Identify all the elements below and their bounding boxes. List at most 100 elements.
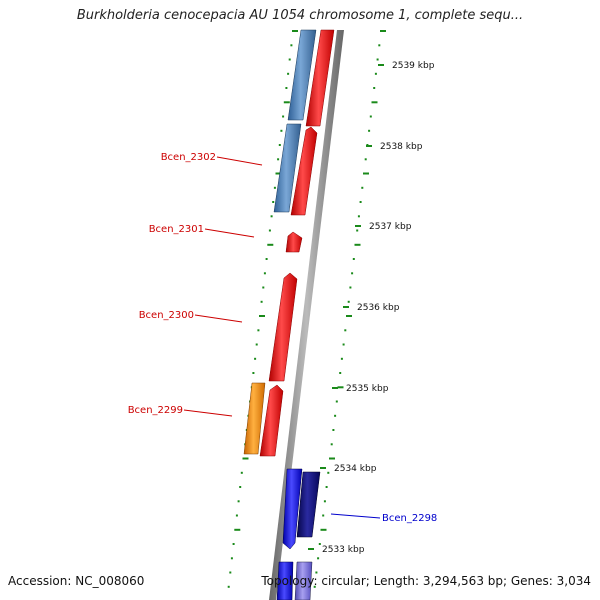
gc-dot <box>237 500 240 503</box>
gc-dot <box>369 115 372 118</box>
kbp-tick-mark <box>355 225 361 227</box>
gc-dot <box>374 72 377 75</box>
gc-dot <box>272 201 275 203</box>
gc-dot <box>339 372 342 374</box>
gc-dot <box>373 87 376 89</box>
gc-dot <box>352 258 355 260</box>
gc-dot <box>260 300 263 303</box>
gc-dot <box>354 243 361 246</box>
gene-feature-bottom-blue[interactable] <box>276 561 294 600</box>
kbp-tick-mark <box>343 306 349 308</box>
kbp-tick-mark <box>332 387 338 389</box>
gc-dot <box>275 172 282 175</box>
gc-dot <box>235 514 238 517</box>
gc-dot <box>329 457 335 460</box>
gc-dot <box>340 357 343 360</box>
kbp-tick-mark <box>308 548 314 550</box>
gc-dot <box>268 229 271 232</box>
gene-feature-bcen-2300[interactable] <box>268 272 298 382</box>
gene-label-leader <box>216 156 263 166</box>
gene-label-bcen-2301[interactable]: Bcen_2301 <box>149 224 204 235</box>
gc-dot <box>232 543 235 545</box>
gene-feature-steelblue-lower[interactable] <box>273 123 302 213</box>
gc-dot <box>342 343 345 346</box>
gc-dot <box>335 400 338 403</box>
gc-dot <box>277 158 280 161</box>
kbp-tick-label: 2538 kbp <box>380 142 423 152</box>
gene-feature-bcen-2298-navy[interactable] <box>296 471 321 538</box>
gc-dot <box>252 372 255 374</box>
kbp-tick-label: 2535 kbp <box>346 384 389 394</box>
gc-dot <box>325 486 328 488</box>
gc-dot <box>364 158 367 161</box>
gene-feature-steelblue-upper[interactable] <box>287 29 317 121</box>
gc-dot <box>259 315 265 317</box>
gc-dot <box>356 229 359 232</box>
gene-feature-bcen-2302[interactable] <box>290 126 318 216</box>
gc-dot <box>280 129 283 132</box>
gc-dot <box>368 129 371 132</box>
gc-dot <box>376 58 379 61</box>
gene-feature-bcen-2299-red[interactable] <box>259 384 284 457</box>
gene-label-bcen-2302[interactable]: Bcen_2302 <box>161 152 216 163</box>
genome-summary-text: Topology: circular; Length: 3,294,563 bp… <box>261 574 591 588</box>
gc-dot <box>263 272 266 275</box>
gene-feature-bcen-2301[interactable] <box>285 231 303 253</box>
kbp-tick-mark <box>320 467 326 469</box>
gc-dot <box>346 315 352 317</box>
gc-dot <box>239 486 242 488</box>
gc-dot <box>229 571 232 574</box>
gc-dot <box>282 115 285 118</box>
gc-dot <box>323 500 326 503</box>
gene-label-bcen-2300[interactable]: Bcen_2300 <box>139 310 194 321</box>
gc-dot <box>287 72 290 75</box>
gc-dot <box>292 30 298 32</box>
gc-dot <box>334 414 337 417</box>
gene-label-bcen-2298[interactable]: Bcen_2298 <box>382 513 437 524</box>
gc-dot <box>332 429 335 431</box>
gc-dot <box>267 243 274 246</box>
gc-dot <box>242 457 249 460</box>
gc-dot <box>322 514 325 517</box>
gc-dot <box>240 471 243 474</box>
gc-dot <box>357 215 360 218</box>
gc-dot <box>273 186 276 189</box>
map-title: Burkholderia cenocepacia AU 1054 chromos… <box>76 8 524 23</box>
kbp-tick-label: 2539 kbp <box>392 61 435 71</box>
chromosome-backbone <box>269 30 344 600</box>
gc-dot <box>317 557 320 560</box>
gene-label-leader <box>204 228 255 238</box>
gc-dot <box>283 101 290 104</box>
kbp-tick-mark <box>366 145 372 147</box>
gc-dot <box>265 258 268 260</box>
gc-dot <box>378 44 381 47</box>
gc-dot <box>315 571 318 574</box>
gc-dot <box>278 144 281 146</box>
gc-dot <box>371 101 378 104</box>
gc-dot <box>227 585 230 588</box>
gc-dot <box>257 329 260 332</box>
gene-feature-bcen-2303[interactable] <box>305 29 335 127</box>
gc-dot <box>320 528 327 531</box>
gene-feature-orange[interactable] <box>243 382 266 455</box>
gc-dot <box>380 30 386 32</box>
gc-dot <box>285 87 288 89</box>
gc-dot <box>351 272 354 275</box>
kbp-tick-label: 2536 kbp <box>357 303 400 313</box>
gc-dot <box>230 557 233 560</box>
gc-dot <box>344 329 347 332</box>
gc-dot <box>318 543 321 545</box>
gene-feature-bottom-lavender[interactable] <box>294 561 313 600</box>
gene-label-leader <box>183 409 233 417</box>
gc-dot <box>288 58 291 61</box>
gc-dot <box>270 215 273 218</box>
gene-label-bcen-2299[interactable]: Bcen_2299 <box>128 405 183 416</box>
gc-dot <box>349 286 352 289</box>
gc-dot <box>363 172 369 175</box>
gc-dot <box>290 44 293 47</box>
gene-feature-bcen-2298-blue[interactable] <box>282 468 303 550</box>
gene-label-leader <box>194 314 243 323</box>
kbp-tick-mark <box>378 64 384 66</box>
gc-dot <box>347 300 350 303</box>
